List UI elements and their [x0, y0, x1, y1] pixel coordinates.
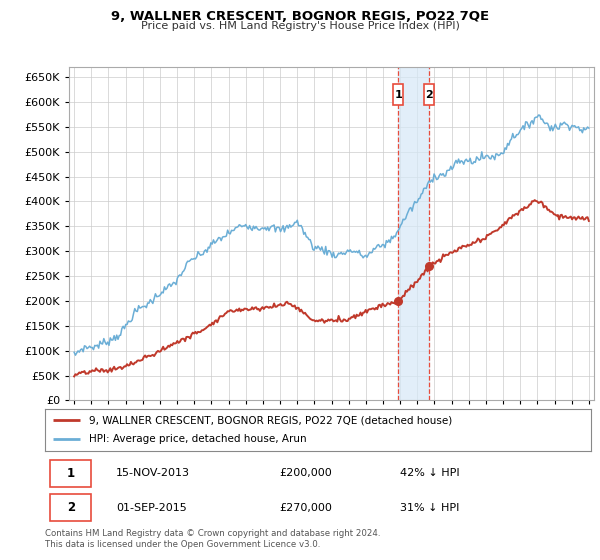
Text: 15-NOV-2013: 15-NOV-2013	[116, 468, 190, 478]
Text: 1: 1	[67, 466, 75, 480]
Bar	[50, 494, 91, 521]
Text: Contains HM Land Registry data © Crown copyright and database right 2024.: Contains HM Land Registry data © Crown c…	[45, 529, 380, 538]
Text: 1: 1	[394, 90, 402, 100]
Text: 42% ↓ HPI: 42% ↓ HPI	[400, 468, 460, 478]
Text: £270,000: £270,000	[280, 503, 332, 513]
Text: This data is licensed under the Open Government Licence v3.0.: This data is licensed under the Open Gov…	[45, 540, 320, 549]
Text: 9, WALLNER CRESCENT, BOGNOR REGIS, PO22 7QE: 9, WALLNER CRESCENT, BOGNOR REGIS, PO22 …	[111, 10, 489, 23]
Bar	[393, 83, 403, 105]
Text: 2: 2	[67, 501, 75, 515]
Text: Price paid vs. HM Land Registry's House Price Index (HPI): Price paid vs. HM Land Registry's House …	[140, 21, 460, 31]
Text: 31% ↓ HPI: 31% ↓ HPI	[400, 503, 459, 513]
Bar	[398, 67, 429, 400]
Bar	[50, 460, 91, 487]
Text: 2: 2	[425, 90, 433, 100]
Text: 9, WALLNER CRESCENT, BOGNOR REGIS, PO22 7QE (detached house): 9, WALLNER CRESCENT, BOGNOR REGIS, PO22 …	[89, 415, 452, 425]
Text: 01-SEP-2015: 01-SEP-2015	[116, 503, 187, 513]
Text: £200,000: £200,000	[280, 468, 332, 478]
Bar	[424, 83, 434, 105]
Text: HPI: Average price, detached house, Arun: HPI: Average price, detached house, Arun	[89, 435, 307, 445]
